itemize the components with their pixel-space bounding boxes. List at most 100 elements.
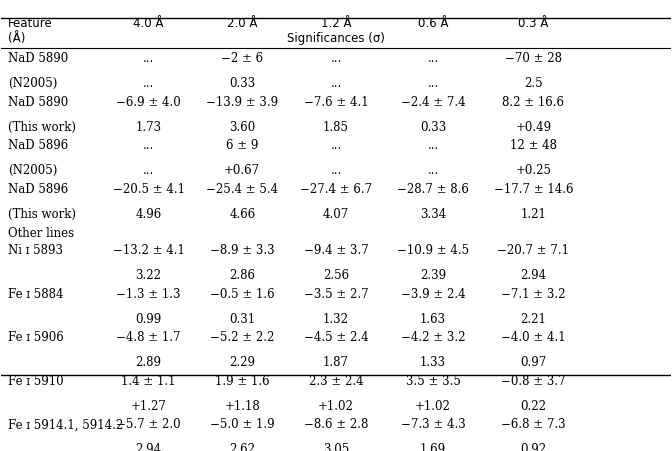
Text: 0.6 Å: 0.6 Å [418,17,448,30]
Text: −4.5 ± 2.4: −4.5 ± 2.4 [304,331,368,344]
Text: −5.0 ± 1.9: −5.0 ± 1.9 [210,418,275,431]
Text: Fe ɪ 5906: Fe ɪ 5906 [8,331,64,344]
Text: 1.21: 1.21 [521,207,546,220]
Text: −3.5 ± 2.7: −3.5 ± 2.7 [304,287,368,300]
Text: NaD 5896: NaD 5896 [8,139,69,152]
Text: 1.87: 1.87 [323,355,349,368]
Text: −0.5 ± 1.6: −0.5 ± 1.6 [210,287,275,300]
Text: −27.4 ± 6.7: −27.4 ± 6.7 [300,183,372,196]
Text: 2.62: 2.62 [229,442,255,451]
Text: 1.73: 1.73 [136,120,162,133]
Text: 2.0 Å: 2.0 Å [227,17,257,30]
Text: −4.2 ± 3.2: −4.2 ± 3.2 [401,331,465,344]
Text: 2.89: 2.89 [136,355,162,368]
Text: −10.9 ± 4.5: −10.9 ± 4.5 [397,244,469,257]
Text: (N2005): (N2005) [8,77,58,90]
Text: 3.34: 3.34 [420,207,446,220]
Text: ...: ... [143,139,155,152]
Text: 6 ± 9: 6 ± 9 [226,139,259,152]
Text: NaD 5890: NaD 5890 [8,52,69,65]
Text: −0.8 ± 3.7: −0.8 ± 3.7 [501,374,566,387]
Text: −7.6 ± 4.1: −7.6 ± 4.1 [304,96,368,109]
Text: NaD 5890: NaD 5890 [8,96,69,109]
Text: −6.8 ± 7.3: −6.8 ± 7.3 [501,418,566,431]
Text: Fe ɪ 5914.1, 5914.2: Fe ɪ 5914.1, 5914.2 [8,418,124,431]
Text: −4.8 ± 1.7: −4.8 ± 1.7 [116,331,181,344]
Text: 2.3 ± 2.4: 2.3 ± 2.4 [308,374,364,387]
Text: −20.7 ± 7.1: −20.7 ± 7.1 [497,244,569,257]
Text: ...: ... [331,164,341,177]
Text: −5.2 ± 2.2: −5.2 ± 2.2 [210,331,274,344]
Text: ...: ... [427,139,439,152]
Text: 2.94: 2.94 [520,268,546,281]
Text: 0.22: 0.22 [520,399,546,412]
Text: 8.2 ± 16.6: 8.2 ± 16.6 [503,96,564,109]
Text: 1.4 ± 1.1: 1.4 ± 1.1 [122,374,176,387]
Text: Significances (σ): Significances (σ) [287,32,385,45]
Text: 4.0 Å: 4.0 Å [133,17,164,30]
Text: −17.7 ± 14.6: −17.7 ± 14.6 [494,183,573,196]
Text: −4.0 ± 4.1: −4.0 ± 4.1 [501,331,566,344]
Text: ...: ... [427,77,439,90]
Text: 0.99: 0.99 [136,312,162,325]
Text: 0.31: 0.31 [229,312,255,325]
Text: 1.2 Å: 1.2 Å [321,17,351,30]
Text: 12 ± 48: 12 ± 48 [510,139,557,152]
Text: −5.7 ± 2.0: −5.7 ± 2.0 [116,418,181,431]
Text: −6.9 ± 4.0: −6.9 ± 4.0 [116,96,181,109]
Text: 0.33: 0.33 [420,120,446,133]
Text: −8.9 ± 3.3: −8.9 ± 3.3 [210,244,275,257]
Text: Ni ɪ 5893: Ni ɪ 5893 [8,244,63,257]
Text: +1.02: +1.02 [318,399,354,412]
Text: +0.25: +0.25 [515,164,552,177]
Text: 0.92: 0.92 [520,442,546,451]
Text: (N2005): (N2005) [8,164,58,177]
Text: Other lines: Other lines [8,226,74,239]
Text: 3.05: 3.05 [323,442,349,451]
Text: 2.94: 2.94 [136,442,162,451]
Text: −2.4 ± 7.4: −2.4 ± 7.4 [401,96,465,109]
Text: +0.67: +0.67 [224,164,260,177]
Text: +1.02: +1.02 [415,399,451,412]
Text: 1.32: 1.32 [323,312,349,325]
Text: ...: ... [143,77,155,90]
Text: −3.9 ± 2.4: −3.9 ± 2.4 [401,287,465,300]
Text: Feature: Feature [8,17,53,30]
Text: ...: ... [143,52,155,65]
Text: +0.49: +0.49 [515,120,552,133]
Text: (This work): (This work) [8,207,76,220]
Text: 1.63: 1.63 [420,312,446,325]
Text: −7.1 ± 3.2: −7.1 ± 3.2 [501,287,566,300]
Text: 4.07: 4.07 [323,207,349,220]
Text: −13.9 ± 3.9: −13.9 ± 3.9 [206,96,278,109]
Text: 4.96: 4.96 [136,207,162,220]
Text: 0.3 Å: 0.3 Å [518,17,548,30]
Text: ...: ... [331,139,341,152]
Text: 2.39: 2.39 [420,268,446,281]
Text: (Å): (Å) [8,32,26,45]
Text: (This work): (This work) [8,120,76,133]
Text: 2.21: 2.21 [521,312,546,325]
Text: 1.85: 1.85 [323,120,349,133]
Text: 2.86: 2.86 [229,268,255,281]
Text: 1.69: 1.69 [420,442,446,451]
Text: 0.97: 0.97 [520,355,546,368]
Text: −20.5 ± 4.1: −20.5 ± 4.1 [113,183,185,196]
Text: ...: ... [427,164,439,177]
Text: 2.5: 2.5 [524,77,543,90]
Text: Fe ɪ 5884: Fe ɪ 5884 [8,287,64,300]
Text: ...: ... [331,52,341,65]
Text: 3.22: 3.22 [136,268,162,281]
Text: NaD 5896: NaD 5896 [8,183,69,196]
Text: −1.3 ± 1.3: −1.3 ± 1.3 [116,287,181,300]
Text: 0.33: 0.33 [229,77,255,90]
Text: 3.60: 3.60 [229,120,255,133]
Text: −7.3 ± 4.3: −7.3 ± 4.3 [401,418,466,431]
Text: 1.33: 1.33 [420,355,446,368]
Text: −2 ± 6: −2 ± 6 [221,52,263,65]
Text: ...: ... [143,164,155,177]
Text: −70 ± 28: −70 ± 28 [505,52,562,65]
Text: ...: ... [331,77,341,90]
Text: +1.27: +1.27 [130,399,167,412]
Text: 4.66: 4.66 [229,207,255,220]
